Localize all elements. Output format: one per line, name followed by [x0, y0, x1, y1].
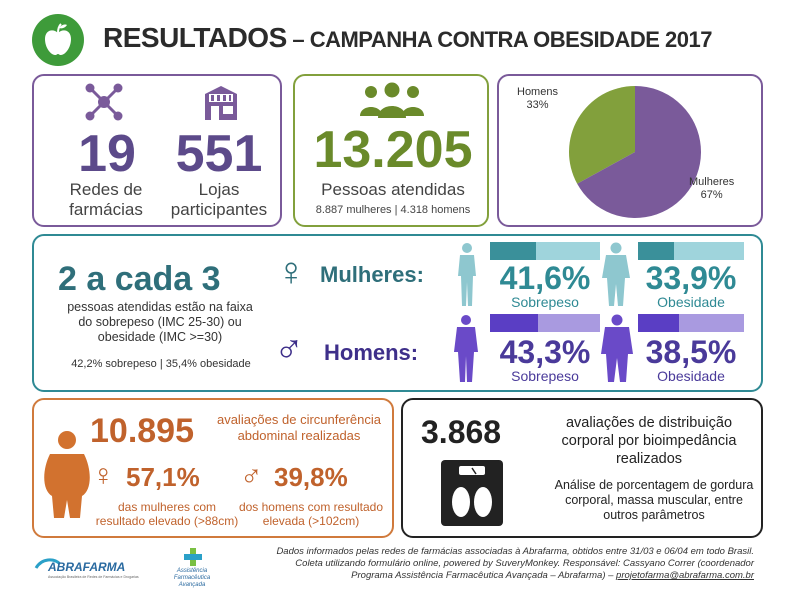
- footer-email-link[interactable]: projetofarma@abrafarma.com.br: [616, 570, 754, 581]
- men-overweight-label: Sobrepeso: [511, 368, 579, 384]
- footer-line3: Programa Assistência Farmacêutica Avança…: [232, 570, 754, 582]
- assistencia-logo-line2: Farmacêutica: [173, 575, 211, 581]
- female-symbol-orange-icon: ♀: [92, 459, 115, 492]
- footer-line2: Coleta utilizando formulário online, pow…: [295, 558, 754, 569]
- stats-box-networks: 19 Redes de farmácias 551 Lojas particip…: [32, 74, 282, 227]
- redes-value: 19: [78, 125, 136, 183]
- men-overweight-bar: [490, 314, 600, 332]
- pessoas-breakdown: 8.887 mulheres | 4.318 homens: [315, 204, 471, 216]
- female-overweight-figure-icon: [454, 242, 480, 308]
- homens-label: Homens: [517, 86, 558, 98]
- store-icon: [199, 82, 243, 122]
- men-obesity-pct: 38,5%: [645, 334, 737, 370]
- women-obesity-label: Obesidade: [657, 294, 725, 310]
- assistencia-logo-line3: Avançada: [178, 582, 206, 588]
- bioimpedance-box: 3.868 avaliações de distribuição corpora…: [401, 398, 763, 538]
- ratio-description: pessoas atendidas estão na faixa do sobr…: [67, 300, 253, 344]
- pie-label-homens: Homens 33%: [517, 86, 558, 112]
- gender-pie-chart: [569, 86, 701, 218]
- apple-logo-icon: [32, 14, 84, 66]
- people-group-icon: [357, 82, 427, 118]
- male-symbol-icon: ♂: [274, 326, 304, 370]
- men-obesity-bar: [638, 314, 744, 332]
- scale-icon: [441, 460, 503, 526]
- female-symbol-icon: ♀: [276, 250, 306, 294]
- assistencia-logo-line1: Assistência: [176, 568, 208, 574]
- mulheres-label: Mulheres: [689, 176, 735, 188]
- homens-pct: 33%: [526, 99, 549, 111]
- footer-line3-text: Programa Assistência Farmacêutica Avança…: [351, 570, 617, 581]
- assistencia-logo: Assistência Farmacêutica Avançada: [162, 546, 232, 592]
- pie-chart-box: Homens 33% Mulheres 67%: [497, 74, 763, 227]
- bioimpedance-count: 3.868: [421, 414, 502, 450]
- network-icon: [84, 82, 124, 122]
- pessoas-value: 13.205: [313, 121, 473, 179]
- abrafarma-logo: ABRAFARMA Associação Brasileira de Redes…: [34, 556, 144, 586]
- lojas-label: Lojas participantes: [170, 180, 268, 219]
- male-overweight-figure-icon: [452, 314, 480, 384]
- women-overweight-pct: 41,6%: [499, 260, 591, 296]
- abdominal-count: 10.895: [90, 412, 194, 450]
- abdominal-box: 10.895 avaliações de circunferência abdo…: [32, 398, 394, 538]
- pharmacy-cross-icon: [184, 548, 202, 566]
- bioimpedance-detail: Análise de porcentagem de gordura corpor…: [554, 478, 754, 522]
- women-obesity-bar: [638, 242, 744, 260]
- women-obesity-pct: 33,9%: [645, 260, 737, 296]
- abdominal-women-pct: 57,1%: [126, 462, 200, 492]
- women-overweight-bar: [490, 242, 600, 260]
- pessoas-label: Pessoas atendidas: [321, 180, 465, 199]
- abdominal-text: avaliações de circunferência abdominal r…: [216, 412, 382, 443]
- title-main: RESULTADOS: [103, 22, 287, 53]
- bioimpedance-text: avaliações de distribuição corporal por …: [561, 415, 737, 467]
- title-sub: – CAMPANHA CONTRA OBESIDADE 2017: [286, 27, 712, 52]
- male-symbol-orange-icon: ♂: [240, 459, 263, 492]
- men-overweight-pct: 43,3%: [499, 334, 591, 370]
- page-title: RESULTADOS – CAMPANHA CONTRA OBESIDADE 2…: [103, 22, 712, 54]
- men-obesity-label: Obesidade: [657, 368, 725, 384]
- pie-label-mulheres: Mulheres 67%: [689, 176, 734, 202]
- pie-slice-mulheres: [577, 86, 701, 218]
- obese-person-icon: [40, 430, 94, 520]
- stats-box-people: 13.205 Pessoas atendidas 8.887 mulheres …: [293, 74, 489, 227]
- women-overweight-label: Sobrepeso: [511, 294, 579, 310]
- abdominal-men-pct: 39,8%: [274, 462, 348, 492]
- abrafarma-logo-text: ABRAFARMA: [48, 560, 126, 574]
- female-obese-figure-icon: [600, 242, 632, 308]
- redes-label: Redes de farmácias: [69, 180, 143, 219]
- men-label: Homens:: [324, 340, 419, 365]
- abdominal-women-text: das mulheres com resultado elevado (>88c…: [95, 500, 239, 528]
- lojas-value: 551: [175, 125, 263, 183]
- women-label: Mulheres:: [320, 262, 424, 287]
- ratio-value: 2 a cada 3: [58, 260, 221, 298]
- male-obese-figure-icon: [600, 314, 634, 384]
- overweight-box: 2 a cada 3 pessoas atendidas estão na fa…: [32, 234, 763, 392]
- ratio-summary: 42,2% sobrepeso | 35,4% obesidade: [71, 358, 251, 370]
- mulheres-pct: 67%: [700, 189, 723, 201]
- footer-notes: Dados informados pelas redes de farmácia…: [232, 546, 754, 582]
- abrafarma-logo-subtext: Associação Brasileira de Redes de Farmác…: [48, 575, 139, 579]
- abdominal-men-text: dos homens com resultado elevada (>102cm…: [238, 500, 384, 528]
- abrafarma-swoosh-icon: [34, 558, 62, 569]
- pie-slice-homens: [569, 86, 635, 184]
- footer-line1: Dados informados pelas redes de farmácia…: [276, 546, 754, 557]
